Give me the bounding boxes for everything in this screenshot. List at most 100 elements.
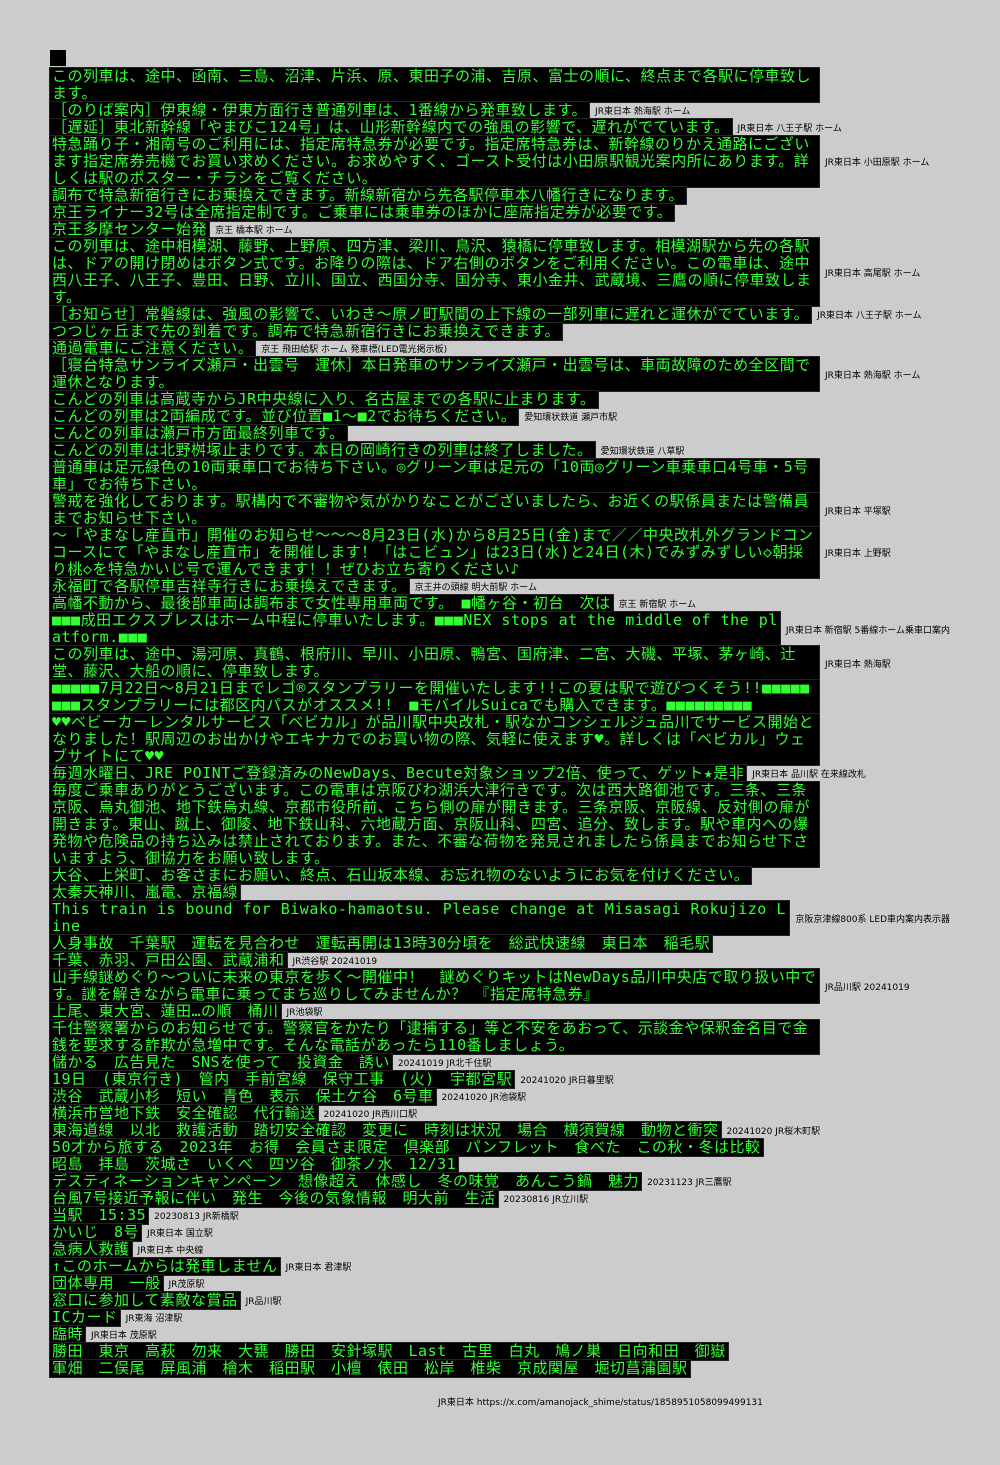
message-row: 儲かる 広告見た SNSを使って 投資金 誘い 20241019 JR北千住駅 (49, 1053, 950, 1072)
location-caption: 京阪京津線800系 LED車内案内表示器 (795, 914, 950, 925)
message-row: 昭島 拝島 茨城さ いくべ 四ツ谷 御茶ノ水 12/31 (48, 1155, 950, 1174)
message-row: 窓口に参加して素敵な賞品 JR品川駅 (49, 1291, 950, 1310)
message-row: この列車は、途中相模湖、藤野、上野原、四方津、梁川、鳥沢、猿橋に停車致します。相… (49, 237, 950, 307)
message-row: 普通車は足元緑色の10両乗車口でお待ち下さい。◎グリーン車は足元の「10両◎グリ… (49, 458, 950, 494)
message-row: ［遅延］東北新幹線「やまびこ124号」は、山形新幹線内での強風の影響で、遅れがで… (49, 118, 950, 137)
led-message-text: 急病人救護 (49, 1240, 133, 1259)
message-row: ■■■成田エクスプレスはホーム中程に停車いたします。■■■NEX stops a… (49, 611, 950, 647)
led-message-text: 高幡不動から、最後部車両は調布まで女性専用車両です。 ■幡ヶ谷・初台 次は (49, 594, 614, 613)
message-row: ↑このホームからは発車しません JR東日本 君津駅 (49, 1257, 950, 1276)
location-caption: JR東日本 熱海駅 ホーム (825, 370, 921, 381)
led-message-text: 京王多摩センター始発 (48, 220, 211, 239)
location-caption: 20231123 JR三鷹駅 (647, 1178, 732, 1188)
message-row: 急病人救護 JR東日本 中央線 (49, 1240, 950, 1259)
led-message-text: 太秦天神川、嵐電、京福線 (48, 883, 242, 902)
location-caption: 20230813 JR新橋駅 (154, 1212, 239, 1222)
message-row: こんどの列車は瀬戸市方面最終列車です。 (49, 424, 950, 443)
message-row: ■■■■■7月22日～8月21日までレゴ®スタンプラリーを開催いたします!!この… (49, 679, 950, 715)
message-row: 調布で特急新宿行きにお乗換えできます。新線新宿から先各駅停車本八幡行きになります… (48, 186, 950, 205)
location-caption: JR東海 沼津駅 (125, 1314, 183, 1324)
led-message-text: 台風7号接近予報に伴い 発生 今後の気象情報 明大前 生活 (49, 1189, 499, 1208)
message-row: 特急踊り子・湘南号のご利用には、指定席特急券が必要です。指定席特急券は、新幹線の… (49, 135, 950, 188)
led-message-text: 19日 (東京行き) 管内 手前宮線 保守工事 (火) 宇都宮駅 (48, 1070, 516, 1089)
location-caption: JR東日本 熱海駅 (825, 659, 891, 670)
led-message-text: 大谷、上栄町、お客さまにお願い、終点、石山坂本線、お忘れ物のないようにお気を付け… (48, 866, 753, 885)
led-message-text: この列車は、途中、湯河原、真鶴、根府川、早川、小田原、鴨宮、国府津、二宮、大磯、… (49, 645, 820, 681)
message-row: この列車は、途中、函南、三島、沼津、片浜、原、東田子の浦、吉原、富士の順に、終点… (49, 67, 950, 103)
led-message-text: This train is bound for Biwako-hamaotsu.… (48, 900, 791, 936)
message-row: 臨時 JR東日本 茂原駅 (48, 1325, 950, 1344)
message-row: つつじヶ丘まで先の到着です。調布で特急新宿行きにお乗換えできます。 (48, 322, 950, 341)
led-message-text: 横浜市営地下鉄 安全確認 代行輸送 (49, 1104, 319, 1123)
led-message-text: 警戒を強化しております。駅構内で不審物や気がかりなことがございましたら、お近くの… (49, 492, 820, 528)
location-caption: 京王 新宿駅 ホーム (618, 600, 696, 610)
location-caption: JR東日本 品川駅 在来線改札 (752, 770, 866, 780)
location-caption: 京王井の頭線 明大前駅 ホーム (414, 583, 538, 593)
message-row: 京王多摩センター始発 京王 橋本駅 ホーム (48, 220, 950, 239)
message-row: 毎週水曜日、JRE POINTご登録済みのNewDays、Becute対象ショッ… (48, 764, 950, 783)
led-message-text: 普通車は足元緑色の10両乗車口でお待ち下さい。◎グリーン車は足元の「10両◎グリ… (49, 458, 820, 494)
led-message-text: 調布で特急新宿行きにお乗換えできます。新線新宿から先各駅停車本八幡行きになります… (48, 186, 688, 205)
location-caption: JR渋谷駅 20241019 (292, 957, 378, 967)
location-caption: 20241020 JR池袋駅 (441, 1093, 527, 1103)
message-row: 上尾、東大宮、蓮田…の順 桶川 JR池袋駅 (49, 1002, 950, 1021)
location-caption: JR東日本 中央線 (137, 1246, 204, 1256)
led-message-text: 山手線謎めぐり～ついに未来の東京を歩く～開催中！ 謎めぐりキットはNewDays… (49, 968, 820, 1004)
led-message-text: 永福町で各駅停車吉祥寺行きにお乗換えできます。 (49, 577, 410, 596)
location-caption: 20241020 JR西川口駅 (323, 1110, 418, 1120)
location-caption: JR東日本 茂原駅 (91, 1331, 157, 1341)
led-message-text: 毎週水曜日、JRE POINTご登録済みのNewDays、Becute対象ショッ… (48, 764, 748, 783)
message-row: 毎度ご乗車ありがとうございます。この電車は京阪びわ湖浜大津行きです。次は西大路御… (49, 781, 950, 868)
message-list: この列車は、途中、函南、三島、沼津、片浜、原、東田子の浦、吉原、富士の順に、終点… (48, 67, 950, 1378)
cursor-block (50, 50, 66, 66)
led-message-text: 団体専用 一般 (49, 1274, 164, 1293)
message-row: ♥♥ベビーカーレンタルサービス「ベビカル」が品川駅中央改札・駅なかコンシェルジュ… (49, 713, 950, 766)
message-row: 19日 (東京行き) 管内 手前宮線 保守工事 (火) 宇都宮駅 20241020… (48, 1070, 950, 1089)
led-message-text: 窓口に参加して素敵な賞品 (49, 1291, 241, 1310)
led-message-text: こんどの列車は瀬戸市方面最終列車です。 (49, 424, 348, 443)
location-caption: JR池袋駅 (286, 1008, 323, 1018)
led-message-text: 毎度ご乗車ありがとうございます。この電車は京阪びわ湖浜大津行きです。次は西大路御… (49, 781, 820, 868)
location-caption: JR茂原駅 (168, 1280, 205, 1290)
led-message-text: この列車は、途中、函南、三島、沼津、片浜、原、東田子の浦、吉原、富士の順に、終点… (49, 67, 820, 103)
led-message-text: 千葉、赤羽、戸田公園、武蔵浦和 (49, 951, 288, 970)
message-row: 通過電車にご注意ください。 京王 飛田給駅 ホーム 発車標(LED電光掲示板) (48, 339, 950, 358)
location-caption: 愛知環状鉄道 瀬戸市駅 (524, 413, 618, 423)
led-board: この列車は、途中、函南、三島、沼津、片浜、原、東田子の浦、吉原、富士の順に、終点… (48, 50, 950, 1378)
led-message-text: 人身事故 千葉駅 運転を見合わせ 運転再開は13時30分頃を 総武快速線 東日本… (48, 934, 714, 953)
led-message-text: ［遅延］東北新幹線「やまびこ124号」は、山形新幹線内での強風の影響で、遅れがで… (49, 118, 733, 137)
led-message-text: ♥♥ベビーカーレンタルサービス「ベビカル」が品川駅中央改札・駅なかコンシェルジュ… (49, 713, 820, 766)
location-caption: 20241020 JR桜木町駅 (726, 1127, 821, 1137)
led-message-text: つつじヶ丘まで先の到着です。調布で特急新宿行きにお乗換えできます。 (48, 322, 564, 341)
led-message-text: かいじ 8号 (48, 1223, 143, 1242)
message-row: 山手線謎めぐり～ついに未来の東京を歩く～開催中！ 謎めぐりキットはNewDays… (49, 968, 950, 1004)
message-row: 大谷、上栄町、お客さまにお願い、終点、石山坂本線、お忘れ物のないようにお気を付け… (48, 866, 950, 885)
message-row: 台風7号接近予報に伴い 発生 今後の気象情報 明大前 生活 20230816 JR… (49, 1189, 950, 1208)
led-message-text: 当駅 15:35 (48, 1206, 150, 1225)
message-row: こんどの列車は北野桝塚止まりです。本日の岡崎行きの列車は終了しました。 愛知環状鉄… (49, 441, 950, 460)
led-message-text: ICカード (49, 1308, 121, 1327)
led-message-text: 東海道線 以北 救護活動 踏切安全確認 変更に 時刻は状況 場合 横須賀線 動物… (49, 1121, 722, 1140)
location-caption: 京王 飛田給駅 ホーム 発車標(LED電光掲示板) (261, 345, 448, 355)
led-message-text: ［のりば案内］伊東線・伊東方面行き普通列車は、1番線から発車致します。 (48, 101, 591, 120)
location-caption: 20241019 JR北千住駅 (397, 1059, 492, 1069)
led-message-text: 通過電車にご注意ください。 (48, 339, 257, 358)
message-row: 太秦天神川、嵐電、京福線 (48, 883, 950, 902)
led-message-text: この列車は、途中相模湖、藤野、上野原、四方津、梁川、鳥沢、猿橋に停車致します。相… (49, 237, 820, 307)
message-row: ［寝台特急サンライズ瀬戸・出雲号 運休］本日発車のサンライズ瀬戸・出雲号は、車両… (49, 356, 950, 392)
message-row: 高幡不動から、最後部車両は調布まで女性専用車両です。 ■幡ヶ谷・初台 次は 京王 … (49, 594, 950, 613)
led-message-text: 千住警察署からのお知らせです。警察官をかたり「逮捕する」等と不安をあおって、示談… (49, 1019, 820, 1055)
message-row: This train is bound for Biwako-hamaotsu.… (48, 900, 950, 936)
location-caption: JR東日本 高尾駅 ホーム (825, 268, 921, 279)
message-row: 千住警察署からのお知らせです。警察官をかたり「逮捕する」等と不安をあおって、示談… (49, 1019, 950, 1055)
location-caption: JR東日本 新宿駅 5番線ホーム乗車口案内 (785, 625, 950, 636)
location-caption: JR東日本 君津駅 (285, 1263, 352, 1273)
message-row: 京王ライナー32号は全席指定制です。ご乗車には乗車券のほかに座席指定券が必要です… (48, 203, 950, 222)
message-row: 東海道線 以北 救護活動 踏切安全確認 変更に 時刻は状況 場合 横須賀線 動物… (49, 1121, 950, 1140)
message-row: こんどの列車は高蔵寺からJR中央線に入り、名古屋までの各駅に止まります。 (49, 390, 950, 409)
message-row: 人身事故 千葉駅 運転を見合わせ 運転再開は13時30分頃を 総武快速線 東日本… (48, 934, 950, 953)
location-caption: JR東日本 八王子駅 ホーム (737, 124, 842, 134)
location-caption: 20241020 JR日暮里駅 (520, 1076, 614, 1086)
led-message-text: デスティネーションキャンペーン 想像超え 体感し 冬の味覚 あんこう鍋 魅力 (48, 1172, 643, 1191)
message-row: ICカード JR東海 沼津駅 (49, 1308, 950, 1327)
